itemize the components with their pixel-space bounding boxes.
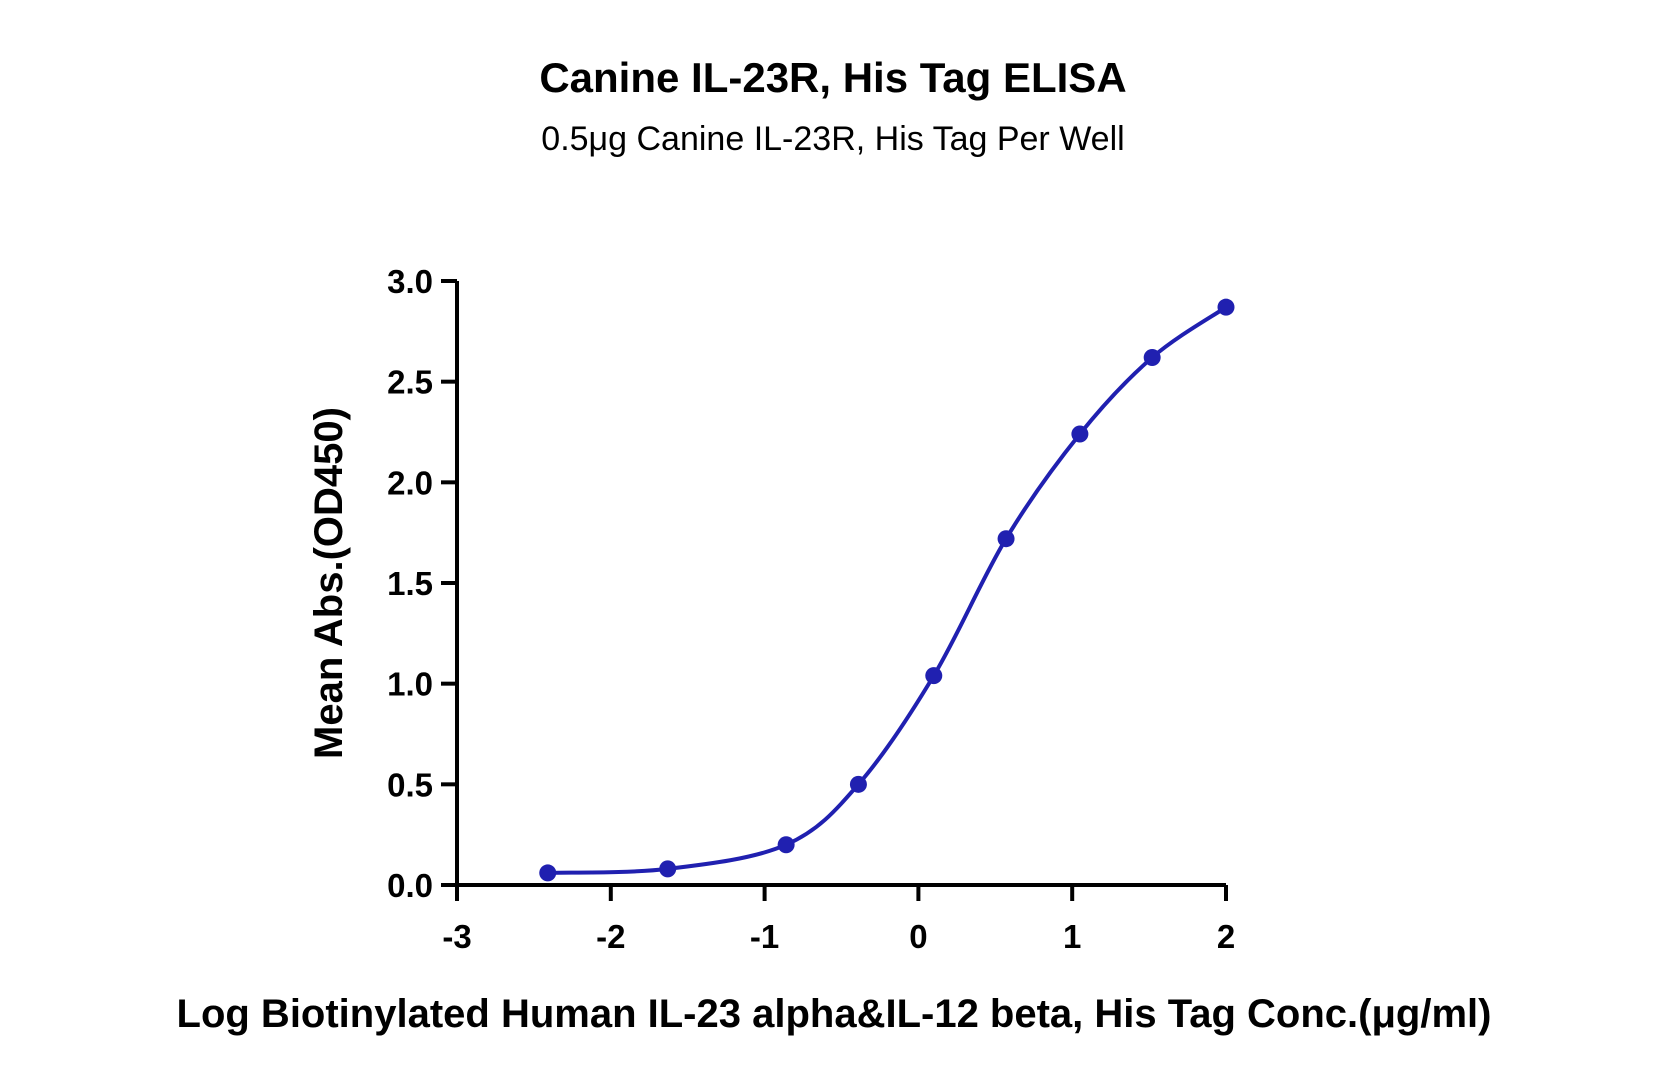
y-tick-label: 0.0: [387, 867, 433, 904]
data-point: [777, 836, 795, 854]
data-point: [539, 864, 557, 882]
data-point: [1143, 349, 1161, 367]
axes: [455, 281, 1226, 887]
data-point: [659, 860, 677, 878]
data-point: [997, 530, 1015, 548]
data-point: [849, 775, 867, 793]
data-point: [1071, 425, 1089, 443]
data-point: [925, 667, 943, 685]
x-tick-label: 1: [1063, 918, 1081, 955]
x-ticks: -3 -2 -1 0 1 2: [442, 885, 1235, 955]
y-tick-label: 3.0: [387, 263, 433, 300]
chart-title: Canine IL-23R, His Tag ELISA: [539, 54, 1126, 101]
x-axis-label: Log Biotinylated Human IL-23 alpha&IL-12…: [177, 992, 1492, 1036]
y-tick-label: 2.5: [387, 364, 433, 401]
y-tick-label: 1.5: [387, 565, 433, 602]
x-tick-label: -2: [596, 918, 625, 955]
chart-subtitle: 0.5μg Canine IL-23R, His Tag Per Well: [541, 120, 1124, 158]
y-ticks: 0.0 0.5 1.0 1.5 2.0 2.5 3.0: [387, 263, 457, 904]
y-axis-label: Mean Abs.(OD450): [307, 407, 351, 759]
y-tick-label: 2.0: [387, 464, 433, 501]
y-tick-label: 0.5: [387, 766, 433, 803]
x-tick-label: 0: [909, 918, 927, 955]
data-points: [539, 298, 1235, 882]
data-point: [1217, 298, 1235, 316]
y-tick-label: 1.0: [387, 666, 433, 703]
x-tick-label: -3: [442, 918, 471, 955]
fit-curve: [547, 305, 1228, 875]
x-tick-label: 2: [1217, 918, 1235, 955]
x-tick-label: -1: [750, 918, 779, 955]
